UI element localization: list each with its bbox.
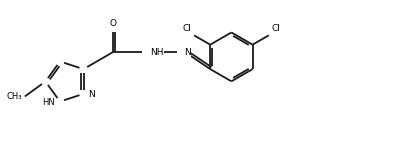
Text: NH: NH	[151, 48, 164, 57]
Text: N: N	[184, 48, 191, 57]
Text: HN: HN	[43, 98, 55, 107]
Text: O: O	[110, 19, 116, 27]
Text: CH₃: CH₃	[6, 92, 22, 101]
Text: Cl: Cl	[182, 24, 191, 33]
Text: N: N	[88, 90, 95, 99]
Text: Cl: Cl	[272, 24, 281, 33]
